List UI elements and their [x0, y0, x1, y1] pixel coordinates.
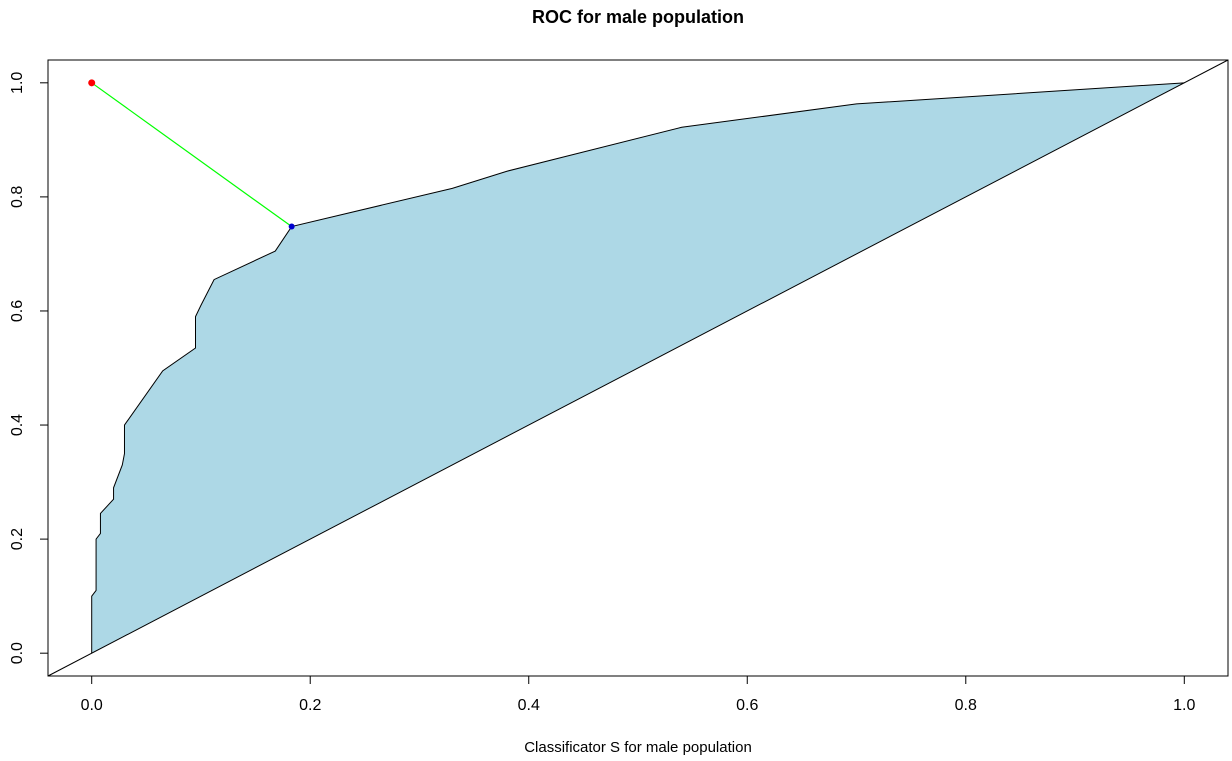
roc-curve	[91, 82, 1185, 654]
y-tick-label: 1.0	[9, 72, 26, 94]
optimal-point	[288, 223, 295, 230]
x-tick-label: 1.0	[1173, 697, 1195, 714]
x-tick-label: 0.8	[955, 697, 977, 714]
x-tick-label: 0.6	[736, 697, 758, 714]
ideal-point	[88, 79, 96, 87]
y-tick-label: 0.4	[9, 414, 26, 436]
x-tick-label: 0.0	[81, 697, 103, 714]
y-tick-label: 0.0	[9, 642, 26, 664]
x-tick-label: 0.4	[518, 697, 540, 714]
chart-title: ROC for male population	[532, 7, 744, 27]
y-tick-label: 0.6	[9, 300, 26, 322]
diagonal	[47, 59, 1229, 677]
plot-frame	[47, 59, 1229, 677]
x-axis-label: Classificator S for male population	[524, 739, 752, 756]
y-tick-label: 0.2	[9, 528, 26, 550]
x-tick-label: 0.2	[299, 697, 321, 714]
distance-line	[91, 82, 292, 228]
y-tick-label: 0.8	[9, 186, 26, 208]
